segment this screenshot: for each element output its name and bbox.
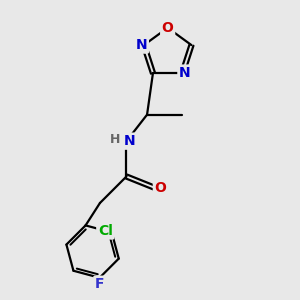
Text: Cl: Cl xyxy=(98,224,113,238)
Text: N: N xyxy=(124,134,136,148)
Text: H: H xyxy=(110,134,120,146)
Text: O: O xyxy=(154,181,166,195)
Text: F: F xyxy=(95,277,104,291)
Text: N: N xyxy=(179,66,190,80)
Text: O: O xyxy=(162,21,174,35)
Text: N: N xyxy=(136,38,147,52)
